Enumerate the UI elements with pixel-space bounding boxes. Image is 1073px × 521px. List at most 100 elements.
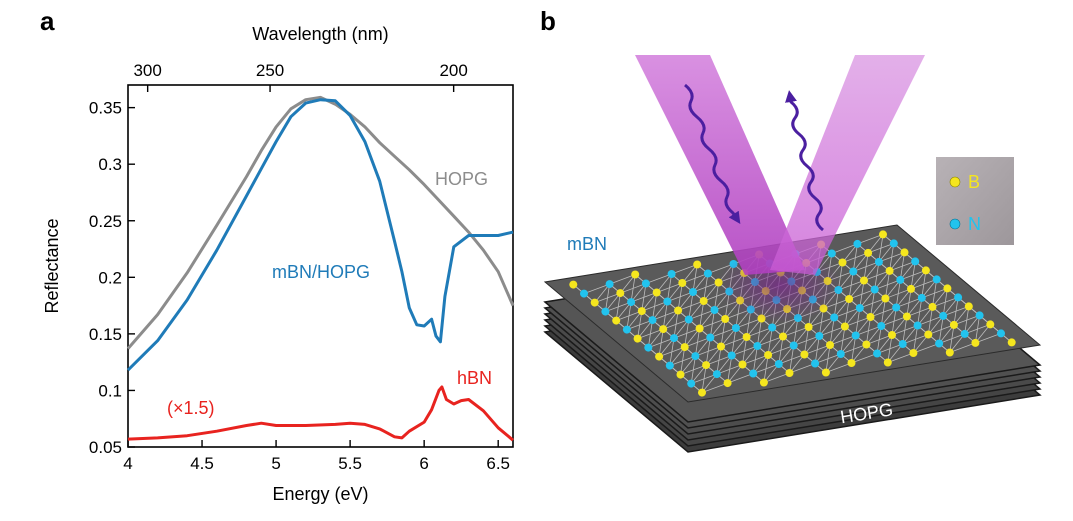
x-tick-label: 6: [419, 454, 428, 473]
boron-atom: [883, 358, 892, 367]
lattice-bond: [917, 297, 923, 326]
lattice-bond: [763, 372, 790, 383]
lattice-bond: [910, 261, 916, 289]
boron-atom: [986, 320, 995, 329]
boron-atom: [678, 279, 687, 287]
nitrogen-atom: [889, 239, 898, 248]
boron-atom: [907, 284, 915, 293]
reflectance-schematic: mBN HOPG B N: [543, 55, 1042, 453]
nitrogen-atom: [665, 361, 674, 370]
label-hbn: hBN: [457, 368, 492, 388]
x-tick-label: 5.5: [338, 454, 362, 473]
boron-atom: [590, 298, 599, 307]
label-hopg: HOPG: [435, 169, 488, 189]
label-mbn-hopg: mBN/HOPG: [272, 262, 370, 282]
lattice-bond: [641, 283, 647, 312]
nitrogen-atom: [873, 349, 882, 358]
boron-atom: [698, 388, 706, 397]
boron-atom: [569, 280, 578, 289]
lattice-bond: [949, 342, 976, 353]
nitrogen-atom: [627, 298, 636, 307]
incident-beam: [635, 55, 805, 275]
lattice-bond: [975, 333, 1002, 344]
nitrogen-atom: [580, 289, 588, 298]
lattice-bond: [677, 282, 683, 311]
lattice-bond: [645, 273, 672, 284]
lattice-bond: [626, 302, 632, 330]
lattice-bond: [716, 346, 722, 375]
nitrogen-atom: [663, 297, 672, 306]
lattice-bond: [703, 273, 709, 302]
nitrogen-atom: [670, 334, 678, 343]
nitrogen-atom: [997, 329, 1005, 338]
lattice-bond: [851, 335, 857, 364]
nitrogen-atom: [691, 352, 700, 361]
nitrogen-atom: [727, 351, 736, 360]
nitrogen-atom: [892, 303, 901, 312]
boron-atom: [945, 348, 954, 357]
boron-atom: [864, 248, 873, 257]
lattice-bond: [906, 288, 912, 317]
lattice-bond: [874, 261, 880, 290]
boron-atom: [845, 295, 854, 303]
lattice-bond: [895, 279, 901, 308]
nitrogen-atom: [753, 342, 762, 350]
lattice-bond: [688, 291, 694, 320]
lattice-bond: [938, 315, 944, 344]
nitrogen-atom: [811, 359, 820, 368]
nitrogen-atom: [975, 311, 984, 320]
nitrogen-atom: [706, 333, 715, 342]
boron-atom: [902, 312, 911, 321]
lattice-bond: [714, 282, 720, 311]
lattice-bond: [942, 288, 948, 316]
boron-atom: [674, 306, 683, 315]
nitrogen-atom: [830, 313, 839, 322]
lattice-bond: [767, 327, 773, 356]
lattice-bond: [605, 284, 611, 312]
boron-atom: [764, 351, 773, 359]
series-layer: [126, 95, 515, 442]
nitrogen-atom: [605, 280, 614, 289]
boron-atom: [742, 333, 751, 341]
boron-atom: [924, 330, 933, 339]
y-tick-label: 0.35: [89, 99, 122, 118]
nitrogen-atom: [712, 370, 721, 379]
boron-atom: [680, 343, 689, 352]
lattice-bond: [913, 343, 940, 354]
x-tick-label: 4.5: [190, 454, 214, 473]
lattice-bond: [662, 301, 668, 330]
lattice-bond: [848, 271, 854, 300]
nitrogen-atom: [684, 315, 693, 324]
x-tick-label: 6.5: [486, 454, 510, 473]
lattice-bond: [814, 335, 820, 364]
lattice-bond: [669, 338, 675, 366]
lattice-bond: [902, 316, 908, 345]
lattice-bond: [876, 325, 882, 354]
series-line-hbn: [127, 385, 514, 442]
boron-atom: [1007, 338, 1016, 347]
top-tick-label: 250: [256, 61, 284, 80]
lattice-bond: [667, 273, 672, 302]
panel-letter-a: a: [40, 6, 55, 36]
lattice-bond: [671, 264, 698, 275]
plot-frame: [127, 84, 514, 448]
lattice-bond: [789, 345, 795, 374]
lattice-bond: [885, 270, 890, 299]
legend-boron-label: B: [968, 172, 980, 192]
boron-atom: [759, 378, 768, 387]
y-tick-label: 0.05: [89, 438, 122, 457]
lattice-bond: [793, 317, 799, 346]
nitrogen-atom: [622, 325, 631, 334]
boron-atom: [888, 331, 896, 339]
boron-atom: [900, 248, 909, 257]
lattice-bond: [699, 300, 705, 329]
label-scale: (×1.5): [167, 398, 215, 418]
boron-atom: [633, 334, 642, 343]
top-tick-label: 300: [133, 61, 161, 80]
lattice-bond: [727, 373, 754, 384]
nitrogen-atom: [768, 323, 777, 332]
bottom-axis-ticks: 4 4.5 5 5.5 6 6.5: [123, 440, 510, 473]
lattice-bond: [692, 264, 698, 293]
nitrogen-atom: [896, 275, 905, 284]
